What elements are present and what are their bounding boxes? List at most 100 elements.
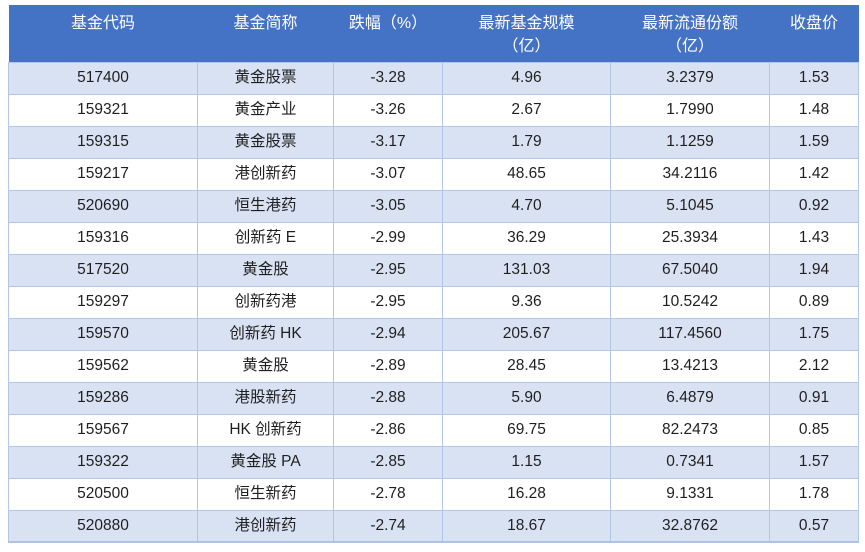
table-cell: 159570 [8,317,198,351]
table-row: 159217 港创新药 -3.07 48.65 34.2116 1.42 [8,157,859,191]
table-cell: -2.88 [333,381,443,415]
table-cell: -3.17 [333,125,443,159]
table-cell: 1.42 [769,157,859,191]
table-cell: 18.67 [442,509,611,543]
table-cell: 0.7341 [610,445,770,479]
table-cell: 520690 [8,189,198,223]
table-cell: 恒生港药 [197,189,334,223]
fund-table: 基金代码 基金简称 跌幅（%） 最新基金规模 （亿） 最新流通份额 （亿） 收盘… [8,5,859,543]
table-row: 517400 黄金股票 -3.28 4.96 3.2379 1.53 [8,61,859,95]
table-cell: -2.86 [333,413,443,447]
table-cell: 5.90 [442,381,611,415]
table-cell: 0.57 [769,509,859,543]
table-cell: 1.48 [769,93,859,127]
table-cell: 2.67 [442,93,611,127]
table-cell: 0.91 [769,381,859,415]
table-cell: 520500 [8,477,198,511]
table-cell: 159297 [8,285,198,319]
table-cell: 1.75 [769,317,859,351]
table-cell: 创新药 HK [197,317,334,351]
table-row: 159315 黄金股票 -3.17 1.79 1.1259 1.59 [8,125,859,159]
table-cell: 港创新药 [197,509,334,543]
table-cell: 4.96 [442,61,611,95]
table-row: 159567 HK 创新药 -2.86 69.75 82.2473 0.85 [8,413,859,447]
table-row: 159316 创新药 E -2.99 36.29 25.3934 1.43 [8,221,859,255]
header-drop-percent: 跌幅（%） [333,5,443,62]
table-header: 基金代码 基金简称 跌幅（%） 最新基金规模 （亿） 最新流通份额 （亿） 收盘… [8,5,859,62]
table-cell: 159567 [8,413,198,447]
table-header-row: 基金代码 基金简称 跌幅（%） 最新基金规模 （亿） 最新流通份额 （亿） 收盘… [8,5,859,62]
table-cell: 32.8762 [610,509,770,543]
header-fund-code: 基金代码 [8,5,198,62]
table-cell: 159315 [8,125,198,159]
table-cell: 3.2379 [610,61,770,95]
table-cell: 港创新药 [197,157,334,191]
table-cell: 创新药 E [197,221,334,255]
table-cell: 5.1045 [610,189,770,223]
table-cell: 159217 [8,157,198,191]
table-cell: -2.94 [333,317,443,351]
table-cell: -2.95 [333,285,443,319]
table-cell: 205.67 [442,317,611,351]
table-cell: 13.4213 [610,349,770,383]
table-cell: 1.7990 [610,93,770,127]
table-cell: HK 创新药 [197,413,334,447]
table-row: 159321 黄金产业 -3.26 2.67 1.7990 1.48 [8,93,859,127]
table-cell: 67.5040 [610,253,770,287]
table-cell: -2.85 [333,445,443,479]
table-cell: 159321 [8,93,198,127]
table-cell: -2.89 [333,349,443,383]
table-cell: 34.2116 [610,157,770,191]
table-cell: 黄金产业 [197,93,334,127]
table-row: 159286 港股新药 -2.88 5.90 6.4879 0.91 [8,381,859,415]
table-cell: -2.74 [333,509,443,543]
table-row: 520690 恒生港药 -3.05 4.70 5.1045 0.92 [8,189,859,223]
table-cell: 10.5242 [610,285,770,319]
table-cell: 517400 [8,61,198,95]
table-cell: 1.79 [442,125,611,159]
table-cell: 1.57 [769,445,859,479]
table-cell: 黄金股 PA [197,445,334,479]
table-cell: 1.94 [769,253,859,287]
header-circulating-shares: 最新流通份额 （亿） [610,5,770,62]
table-cell: -3.07 [333,157,443,191]
table-cell: 159316 [8,221,198,255]
table-cell: 1.78 [769,477,859,511]
header-fund-name: 基金简称 [197,5,334,62]
table-cell: 25.3934 [610,221,770,255]
table-cell: 517520 [8,253,198,287]
table-cell: 69.75 [442,413,611,447]
table-cell: -2.78 [333,477,443,511]
table-cell: 1.15 [442,445,611,479]
table-cell: 159322 [8,445,198,479]
table-cell: 1.59 [769,125,859,159]
table-cell: 159562 [8,349,198,383]
table-cell: 117.4560 [610,317,770,351]
table-cell: 1.53 [769,61,859,95]
table-cell: 48.65 [442,157,611,191]
table-cell: 1.43 [769,221,859,255]
table-cell: 1.1259 [610,125,770,159]
table-cell: 黄金股票 [197,125,334,159]
table-cell: 16.28 [442,477,611,511]
table-cell: 恒生新药 [197,477,334,511]
table-row: 520500 恒生新药 -2.78 16.28 9.1331 1.78 [8,477,859,511]
table-row: 517520 黄金股 -2.95 131.03 67.5040 1.94 [8,253,859,287]
table-cell: 159286 [8,381,198,415]
table-row: 159322 黄金股 PA -2.85 1.15 0.7341 1.57 [8,445,859,479]
table-cell: 36.29 [442,221,611,255]
table-cell: 黄金股 [197,253,334,287]
table-row: 159570 创新药 HK -2.94 205.67 117.4560 1.75 [8,317,859,351]
table-cell: 4.70 [442,189,611,223]
table-body: 517400 黄金股票 -3.28 4.96 3.2379 1.53 159321 黄金产业 -… [8,61,859,543]
table-cell: 0.85 [769,413,859,447]
table-cell: 创新药港 [197,285,334,319]
table-cell: 黄金股票 [197,61,334,95]
table-row: 159297 创新药港 -2.95 9.36 10.5242 0.89 [8,285,859,319]
table-cell: -2.99 [333,221,443,255]
table-cell: 9.1331 [610,477,770,511]
table-cell: 0.92 [769,189,859,223]
table-cell: 6.4879 [610,381,770,415]
table-cell: 港股新药 [197,381,334,415]
